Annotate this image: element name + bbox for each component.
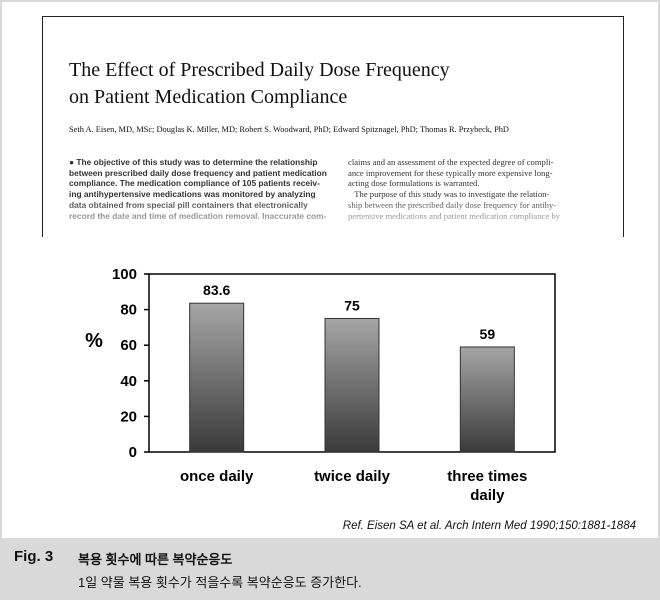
bar-data-label: 75: [344, 298, 360, 314]
bar: [459, 346, 515, 453]
bar: [189, 302, 245, 453]
bar-chart: 0 20 40 60 80 100% 83.6 75 59 once daily twice dai…: [85, 266, 556, 504]
body-line: claims and an assessment of the expected…: [348, 157, 554, 167]
abstract-line: between prescribed daily dose frequency …: [69, 167, 327, 178]
figure-title: 복용 횟수에 따른 복약순응도: [78, 552, 233, 567]
paper-title-line-1: The Effect of Prescribed Daily Dose Freq…: [69, 59, 450, 81]
paper-excerpt: The Effect of Prescribed Daily Dose Freq…: [42, 16, 624, 237]
body-line: The purpose of this study was to investi…: [348, 189, 550, 200]
bar-data-label: 83.6: [203, 282, 230, 298]
bar-data-label: 59: [480, 326, 496, 342]
x-tick-label: twice daily: [314, 468, 391, 485]
y-tick-label: 100: [112, 266, 137, 283]
y-tick-label: 20: [120, 408, 137, 425]
body-line: ance improvement for these typically mor…: [348, 167, 553, 178]
abstract-line: ing antihypertensive medications was mon…: [69, 189, 316, 200]
abstract-line: ● The objective of this study was to det…: [69, 157, 318, 167]
reference-citation: Ref. Eisen SA et al. Arch Intern Med 199…: [342, 520, 636, 532]
abstract-line: compliance. The medication compliance of…: [69, 178, 320, 189]
paper-title-line-2: on Patient Medication Compliance: [69, 86, 348, 108]
y-tick-label: 0: [129, 444, 137, 461]
y-tick-label: 60: [120, 337, 137, 354]
body-line: acting dose formulations is warranted.: [348, 178, 480, 189]
figure-label: Fig. 3: [14, 548, 54, 565]
y-tick-label: 80: [120, 302, 137, 319]
figure-description: 1일 약물 복용 횟수가 적을수록 복약순응도 증가한다.: [78, 575, 362, 590]
paper-fade-overlay: [43, 197, 623, 237]
bar: [324, 318, 380, 453]
y-axis-label: %: [85, 330, 103, 352]
y-tick-label: 40: [120, 373, 137, 390]
figure-caption: Fig. 3 복용 횟수에 따른 복약순응도 1일 약물 복용 횟수가 적을수록…: [0, 540, 660, 600]
paper-title: The Effect of Prescribed Daily Dose Freq…: [69, 57, 589, 111]
figure-frame: The Effect of Prescribed Daily Dose Freq…: [2, 2, 658, 538]
x-tick-label: once daily: [180, 468, 254, 485]
x-tick-label: three times daily: [447, 468, 527, 504]
paper-authors: Seth A. Eisen, MD, MSc; Douglas K. Mille…: [69, 125, 509, 134]
